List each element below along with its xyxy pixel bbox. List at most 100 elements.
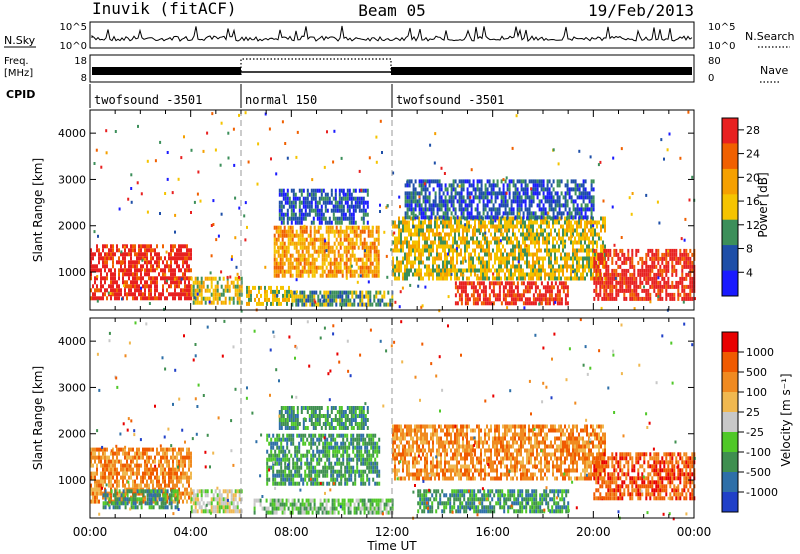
heatmap-cell [334,204,337,209]
heatmap-cell [215,238,218,242]
heatmap-cell [304,204,307,209]
heatmap-cell [301,265,304,270]
heatmap-cell [512,248,514,253]
heatmap-cell [130,288,132,293]
heatmap-cell [186,284,188,289]
heatmap-cell [414,240,416,245]
heatmap-cell [645,193,648,197]
heatmap-cell [604,224,606,229]
heatmap-cell [353,241,356,246]
heatmap-cell [538,260,540,265]
heatmap-cell [580,203,583,208]
heatmap-cell [464,252,466,257]
heatmap-cell [528,199,531,204]
heatmap-cell [522,191,525,196]
heatmap-cell [273,269,276,274]
heatmap-cell [295,273,298,278]
y-tick-label: 1000 [58,266,86,279]
heatmap-cell [584,240,586,245]
heatmap-cell [108,459,110,464]
heatmap-cell [501,215,504,219]
heatmap-cell [564,228,566,233]
heatmap-cell [404,264,406,269]
heatmap-cell [406,199,409,204]
heatmap-cell [315,249,318,254]
heatmap-cell [552,264,554,269]
heatmap-cell [323,302,326,307]
heatmap-cell [412,232,414,237]
heatmap-cell [170,276,172,281]
heatmap-cell [134,284,136,289]
heatmap-cell [392,264,394,269]
heatmap-cell [314,212,317,217]
heatmap-cell [243,214,246,218]
heatmap-cell [496,252,498,257]
heatmap-cell [326,130,328,134]
heatmap-cell [568,236,570,241]
heatmap-cell [420,276,422,281]
heatmap-cell [532,199,535,204]
heatmap-cell [536,272,538,277]
heatmap-cell [683,288,686,293]
heatmap-cell [572,207,575,212]
heatmap-cell [339,233,342,238]
heatmap-cell [605,260,608,265]
heatmap-cell [528,276,530,281]
heatmap-cell [283,245,286,250]
heatmap-cell [566,252,568,257]
heatmap-cell [176,264,178,269]
heatmap-cell [588,195,591,200]
heatmap-cell [148,447,150,452]
heatmap-cell [227,156,230,160]
heatmap-cell [444,236,446,241]
heatmap-cell [452,252,454,257]
heatmap-cell [578,207,581,212]
heatmap-cell [464,236,466,241]
heatmap-cell [520,272,522,277]
heatmap-cell [512,191,515,196]
heatmap-cell [315,290,318,295]
nsky-tick-top: 10^5 [60,22,87,33]
heatmap-cell [596,220,598,225]
heatmap-cell [470,252,472,257]
heatmap-cell [580,256,582,261]
heatmap-cell [578,248,580,253]
heatmap-cell [152,483,154,488]
heatmap-cell [210,276,213,281]
heatmap-cell [280,208,283,213]
heatmap-cell [612,156,615,160]
heatmap-cell [224,300,227,305]
heatmap-cell [159,212,161,215]
heatmap-cell [464,207,467,212]
heatmap-cell [188,288,190,293]
heatmap-cell [316,204,319,209]
heatmap-cell [164,256,166,261]
heatmap-cell [613,252,616,257]
heatmap-cell [349,302,352,307]
heatmap-cell [564,293,567,298]
heatmap-cell [138,292,140,297]
heatmap-cell [689,292,692,297]
heatmap-cell [671,264,674,269]
heatmap-cell [524,232,526,237]
heatmap-cell [496,211,499,216]
heatmap-cell [90,252,92,257]
heatmap-cell [494,236,496,241]
heatmap-cell [500,232,502,237]
heatmap-cell [402,216,404,221]
heatmap-cell [512,289,515,294]
heatmap-cell [478,232,481,235]
heatmap-cell [619,288,622,293]
heatmap-cell [305,249,308,254]
heatmap-cell [238,113,240,117]
heatmap-cell [603,272,606,277]
heatmap-cell [526,252,528,257]
heatmap-cell [550,252,552,257]
heatmap-cell [180,280,182,285]
heatmap-cell [578,187,581,192]
heatmap-cell [128,475,130,480]
heatmap-cell [278,188,281,193]
heatmap-cell [148,475,150,480]
heatmap-cell [236,296,239,301]
heatmap-cell [599,292,602,297]
